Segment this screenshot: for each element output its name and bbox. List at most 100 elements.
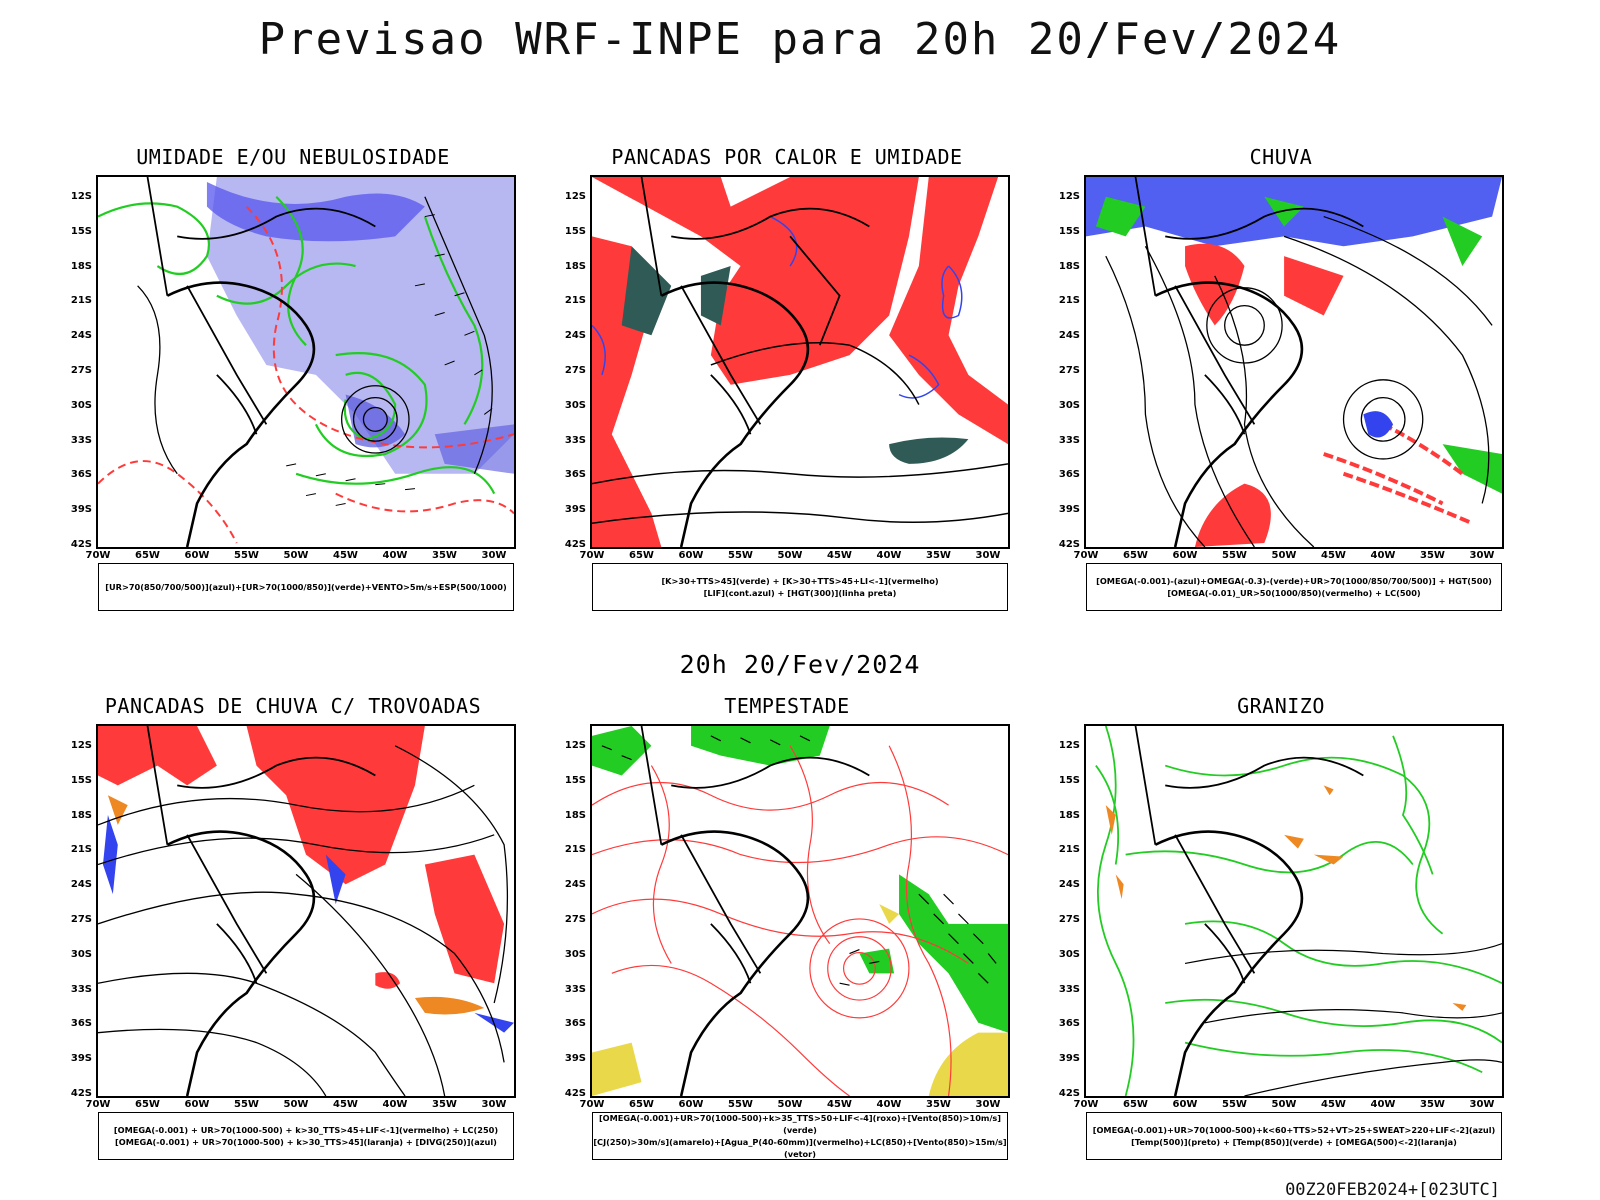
longitude-tick-label: 50W	[777, 1099, 803, 1110]
latitude-tick-label: 33S	[564, 434, 586, 446]
longitude-tick-label: 70W	[1073, 1099, 1099, 1110]
map-canvas	[98, 726, 514, 1096]
omega-green-area	[1095, 196, 1502, 494]
longitude-tick-label: 50W	[777, 550, 803, 561]
map-canvas	[1086, 177, 1502, 547]
longitude-tick-label: 45W	[333, 550, 358, 561]
longitude-tick-label: 45W	[827, 1099, 852, 1110]
longitude-tick-label: 60W	[1172, 550, 1198, 561]
longitude-tick-label: 55W	[234, 1099, 259, 1110]
forecast-map[interactable]	[96, 724, 516, 1098]
storm-red-cyclone	[375, 972, 401, 989]
longitude-tick-label: 45W	[827, 550, 852, 561]
country-borders	[1134, 177, 1364, 435]
longitude-tick-label: 35W	[432, 550, 457, 561]
latitude-tick-label: 12S	[70, 191, 92, 202]
panel-legend: [K>30+TTS>45](verde) + [K>30+TTS>45+LI<-…	[592, 563, 1008, 611]
latitude-tick-label: 18S	[70, 809, 92, 821]
latitude-tick-label: 15S	[564, 774, 586, 786]
latitude-tick-label: 36S	[70, 469, 92, 481]
temp500-black-contours	[1184, 943, 1502, 1096]
longitude-tick-label: 45W	[1321, 1099, 1346, 1110]
panel-granizo: GRANIZO [OMEGA(-0.001)+	[1046, 694, 1516, 1174]
longitude-tick-label: 35W	[1420, 1099, 1445, 1110]
latitude-tick-label: 24S	[564, 330, 586, 342]
panel-legend: [OMEGA(-0.001)+UR>70(1000-500)+k>35_TTS>…	[592, 1112, 1008, 1160]
pressure-isobars	[137, 196, 493, 475]
latitude-tick-label: 33S	[70, 434, 92, 446]
latitude-tick-label: 21S	[564, 844, 586, 856]
latitude-tick-label: 18S	[564, 260, 586, 272]
longitude-tick-label: 35W	[926, 1099, 951, 1110]
longitude-tick-label: 30W	[1469, 1099, 1495, 1110]
longitude-tick-label: 50W	[283, 550, 309, 561]
latitude-tick-label: 30S	[70, 399, 92, 411]
map-canvas	[592, 726, 1008, 1096]
latitude-tick-label: 18S	[1058, 260, 1080, 272]
latitude-tick-label: 36S	[1058, 469, 1080, 481]
map-canvas	[98, 177, 514, 547]
panel-title: CHUVA	[1249, 145, 1313, 169]
forecast-map[interactable]	[590, 724, 1010, 1098]
longitude-tick-label: 50W	[283, 1099, 309, 1110]
map-canvas	[1095, 726, 1502, 1096]
longitude-tick-label: 30W	[481, 1099, 507, 1110]
country-borders	[1134, 726, 1364, 984]
panel-pancadas-trovoadas: PANCADAS DE CHUVA C/ TROVOADAS [OMEGA(-0…	[58, 694, 528, 1174]
panel-legend: [UR>70(850/700/500)](azul)+[UR>70(1000/8…	[98, 563, 514, 611]
forecast-map[interactable]	[96, 175, 516, 549]
longitude-tick-label: 55W	[1222, 550, 1247, 561]
coastline-border	[660, 281, 810, 547]
longitude-tick-label: 55W	[728, 1099, 753, 1110]
latitude-tick-label: 12S	[1058, 740, 1080, 751]
omega-blue-cyclone	[1363, 411, 1394, 438]
omega-red-streaks	[1323, 422, 1474, 526]
latitude-tick-label: 39S	[564, 1053, 586, 1065]
longitude-tick-label: 70W	[579, 1099, 605, 1110]
latitude-tick-label: 30S	[564, 399, 586, 411]
legend-line: [OMEGA(-0.001)+UR>70(1000-500)+k<60+TTS>…	[1092, 1125, 1496, 1135]
panel-legend: [OMEGA(-0.001)+UR>70(1000-500)+k<60+TTS>…	[1086, 1112, 1502, 1160]
lif-blue-contours	[592, 215, 963, 399]
legend-line: [OMEGA(-0.001)+UR>70(1000-500)+k>35_TTS>…	[598, 1113, 1002, 1135]
legend-line: [CJ(250)>30m/s](amarelo)+[Agua_P(40-60mm…	[593, 1137, 1007, 1159]
latitude-tick-label: 42S	[70, 539, 92, 550]
storm-red-area	[98, 726, 505, 984]
country-borders	[640, 177, 870, 435]
latitude-tick-label: 24S	[564, 879, 586, 891]
longitude-tick-label: 50W	[1271, 550, 1297, 561]
latitude-tick-label: 27S	[1058, 914, 1080, 925]
latitude-tick-label: 33S	[70, 983, 92, 995]
latitude-tick-label: 21S	[70, 844, 92, 856]
coastline-border	[166, 830, 316, 1096]
instability-red-east	[889, 177, 1008, 445]
latitude-tick-label: 33S	[564, 983, 586, 995]
latitude-tick-label: 39S	[1058, 504, 1080, 516]
forecast-map[interactable]	[1084, 175, 1504, 549]
longitude-tick-label: 30W	[481, 550, 507, 561]
wind850-green-area	[592, 726, 1008, 1033]
latitude-tick-label: 36S	[70, 1018, 92, 1030]
panel-umidade-nebulosidade: UMIDADE E/OU NEBULOSIDADE	[58, 145, 528, 625]
hgt500-contours	[1105, 215, 1493, 547]
instability-red-area	[592, 177, 919, 385]
panel-chuva: CHUVA [OMEGA(-0.001)-(azul)	[1046, 145, 1516, 625]
latitude-tick-label: 42S	[70, 1088, 92, 1099]
longitude-tick-label: 65W	[1123, 1099, 1148, 1110]
latitude-tick-label: 36S	[1058, 1018, 1080, 1030]
omega500-orange-spots	[1105, 785, 1467, 1011]
jet-yellow-area	[592, 904, 1008, 1096]
forecast-map[interactable]	[1084, 724, 1504, 1098]
forecast-map[interactable]	[590, 175, 1010, 549]
longitude-tick-label: 45W	[1321, 550, 1346, 561]
coastline-border	[1154, 830, 1304, 1096]
longitude-tick-label: 60W	[678, 1099, 704, 1110]
latitude-tick-label: 21S	[564, 295, 586, 307]
latitude-tick-label: 18S	[70, 260, 92, 272]
latitude-tick-label: 42S	[564, 1088, 586, 1099]
instability-teal-northeast	[700, 266, 731, 326]
latitude-tick-label: 24S	[70, 879, 92, 891]
longitude-tick-label: 40W	[382, 550, 408, 561]
green-contours	[98, 196, 496, 495]
latitude-tick-label: 12S	[70, 740, 92, 751]
